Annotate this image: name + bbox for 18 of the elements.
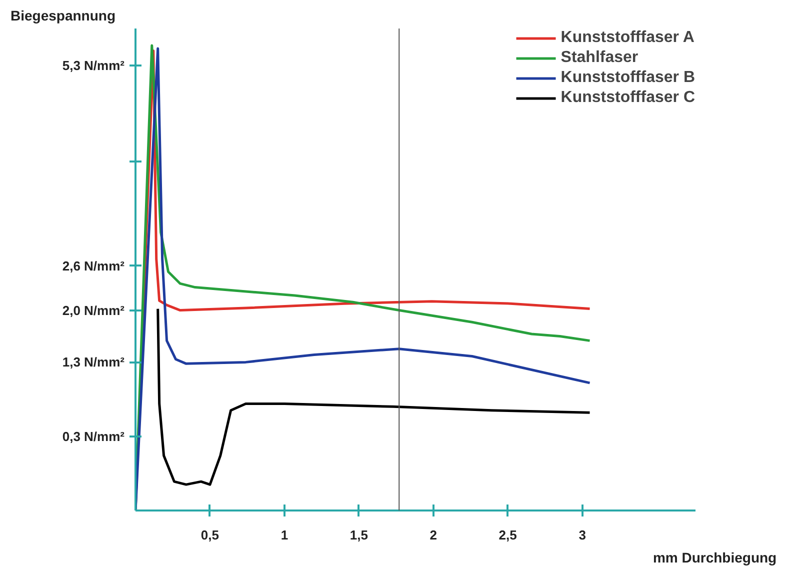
legend-label: Kunststofffaser B xyxy=(560,69,695,87)
y-tick-label: 0,3 N/mm² xyxy=(62,428,126,444)
y-axis-title: Biegespannung xyxy=(10,8,116,24)
legend-label: Kunststofffaser A xyxy=(560,29,694,47)
y-tick-label: 2,0 N/mm² xyxy=(62,302,126,318)
legend-label: Stahlfaser xyxy=(560,49,638,67)
x-tick-label: 2,5 xyxy=(498,528,517,542)
x-tick-label: 1 xyxy=(280,528,288,542)
y-tick-label: 5,3 N/mm² xyxy=(62,58,126,74)
line-series xyxy=(156,308,592,486)
x-tick-label: 1,5 xyxy=(350,528,368,542)
x-tick-label: 0,5 xyxy=(200,528,220,542)
y-tick-label: 1,3 N/mm² xyxy=(62,354,126,370)
x-tick-label: 2 xyxy=(430,528,437,542)
x-axis-title: mm Durchbiegung xyxy=(652,550,777,566)
legend-label: Kunststofffaser C xyxy=(560,89,695,107)
y-tick-label: 2,6 N/mm² xyxy=(62,258,126,274)
x-tick-label: 3 xyxy=(578,528,586,542)
